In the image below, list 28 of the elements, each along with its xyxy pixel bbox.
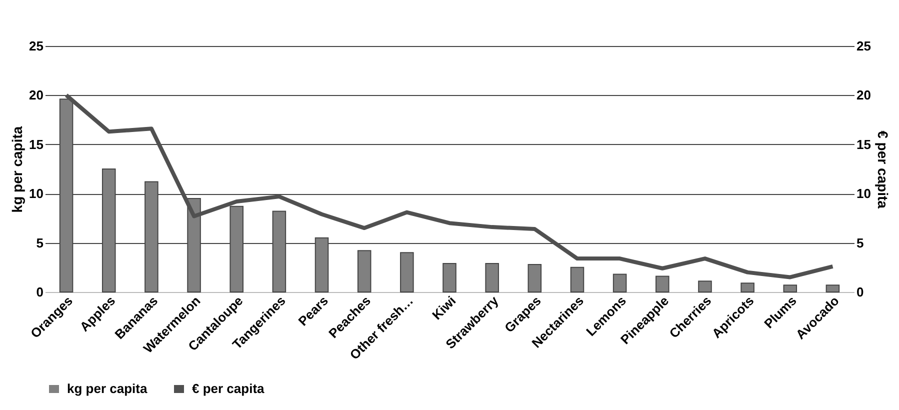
bar: [442, 262, 456, 292]
bar: [656, 276, 670, 292]
bar: [570, 266, 584, 292]
bar: [400, 252, 414, 292]
legend-label: € per capita: [192, 381, 266, 396]
bar: [698, 280, 712, 292]
y2-tick-label: 25: [856, 38, 871, 54]
bar: [485, 262, 499, 292]
y2-tick-label: 20: [856, 88, 871, 103]
y-tick-label: 0: [36, 284, 44, 300]
bar: [826, 284, 840, 292]
y-tick-label: 15: [29, 136, 44, 152]
y-tick-label: 10: [29, 186, 44, 202]
bar: [740, 282, 754, 292]
y-axis-title: kg per capita: [9, 126, 26, 213]
y2-axis-title: € per capita: [874, 130, 891, 209]
y-tick-label: 25: [29, 38, 44, 54]
bar: [612, 274, 627, 292]
bar: [357, 250, 372, 292]
y2-tick-label: 15: [856, 136, 871, 152]
bar: [783, 284, 798, 292]
y-tick-label: 5: [36, 235, 44, 250]
bar: [528, 264, 542, 292]
y-tick-label: 20: [29, 88, 44, 103]
y2-tick-label: 0: [856, 284, 864, 300]
y2-tick-label: 5: [856, 235, 864, 250]
legend-label: kg per capita: [67, 381, 148, 396]
y2-tick-label: 10: [856, 186, 871, 202]
